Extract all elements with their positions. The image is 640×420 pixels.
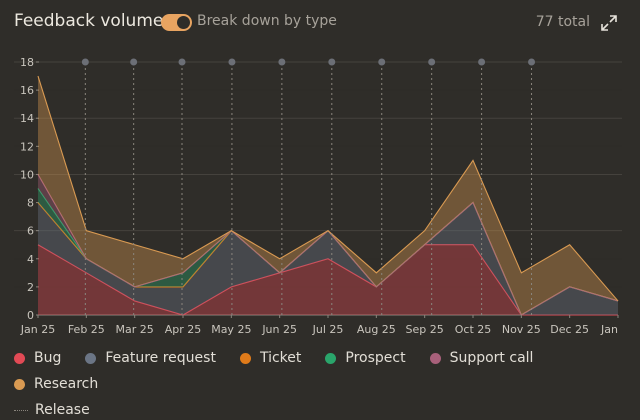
x-tick-label: Sep 25 [406,323,444,336]
x-tick-label: Apr 25 [165,323,202,336]
y-tick-label: 14 [20,112,34,125]
legend-swatch [239,352,251,364]
x-tick-label: Mar 25 [116,323,154,336]
y-tick-label: 4 [27,253,34,266]
release-marker [228,58,236,66]
x-tick-label: Aug 25 [357,323,396,336]
legend-label: Bug [34,350,62,366]
y-tick-label: 2 [27,281,34,294]
chart-title: Feedback volume [14,11,164,31]
y-tick-label: 12 [20,140,34,153]
release-marker [378,58,386,66]
chart-header: Feedback volume Break down by type 77 to… [0,0,640,46]
legend-label: Research [34,376,99,392]
area-prospect [38,188,618,315]
chart-legend: Bug Feature request Ticket Prospect Support … [14,348,630,420]
x-tick-label: Jul 25 [312,323,344,336]
release-marker [81,58,89,66]
legend-label: Release [35,402,90,418]
release-marker [278,58,286,66]
breakdown-toggle-label: Break down by type [197,13,337,29]
release-line-swatch [14,409,28,411]
y-tick-label: 8 [27,197,34,210]
x-tick-label: Feb 25 [68,323,105,336]
toggle-knob [177,16,190,29]
line-research [37,75,619,302]
x-tick-label: Dec 25 [550,323,589,336]
legend-item-feature-request[interactable]: Feature request [85,348,216,368]
y-tick-label: 18 [20,56,34,69]
legend-swatch [429,352,441,364]
total-count: 77 total [535,14,590,30]
legend-swatch [85,352,97,364]
legend-item-bug[interactable]: Bug [14,348,61,368]
y-tick-label: 16 [20,84,34,97]
release-marker [528,58,536,66]
release-marker [478,58,486,66]
release-marker [178,58,186,66]
x-tick-label: May 25 [211,323,251,336]
x-tick-label: Nov 25 [502,323,541,336]
legend-label: Support call [449,350,534,366]
legend-item-prospect[interactable]: Prospect [325,348,406,368]
legend-item-support-call[interactable]: Support call [429,348,534,368]
y-tick-label: 6 [27,225,34,238]
legend-label: Ticket [259,350,302,366]
stacked-area-chart: 0 2 4 6 8 10 12 14 16 18 Jan 25 Feb 25 Mar 25 Apr 25 M… [14,56,622,336]
legend-swatch [14,352,25,364]
release-marker [428,58,436,66]
legend-swatch [325,352,337,364]
x-tick-label: Jun 25 [261,323,297,336]
legend-label: Prospect [345,350,406,366]
x-tick-label: Jan 25 [20,323,55,336]
area-bug [38,244,618,315]
breakdown-toggle[interactable] [161,14,192,31]
y-tick-label: 10 [20,168,34,181]
y-tick-label: 0 [27,309,34,322]
legend-item-research[interactable]: Research [14,374,98,394]
legend-label: Feature request [105,350,216,366]
legend-item-release: Release [14,400,630,420]
release-marker [328,58,336,66]
release-marker [130,58,138,66]
x-tick-label: Jan [600,323,618,336]
legend-item-ticket[interactable]: Ticket [239,348,302,368]
x-tick-label: Oct 25 [455,323,492,336]
area-research [38,76,618,315]
expand-icon[interactable] [600,14,618,32]
legend-swatch [14,378,25,390]
